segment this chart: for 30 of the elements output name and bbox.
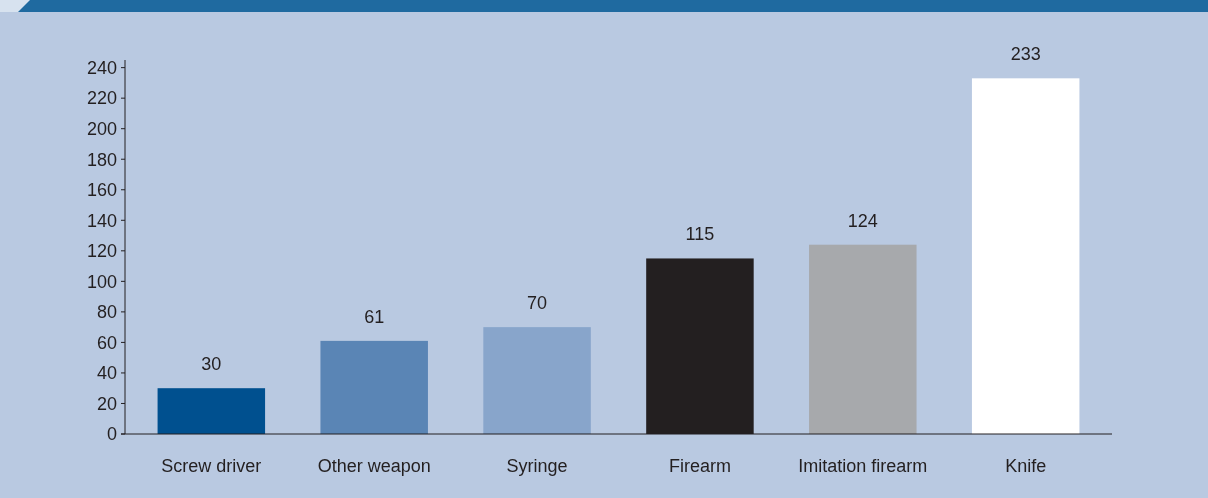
data-label: 115 [685, 224, 715, 245]
x-tick-label: Screw driver [161, 456, 262, 476]
y-tick-label: 160 [86, 180, 117, 201]
y-tick-label: 180 [86, 149, 117, 170]
x-tick-label: Imitation firearm [798, 456, 928, 476]
y-tick-label: 140 [86, 210, 117, 231]
y-tick-label: 60 [96, 332, 117, 353]
y-tick-label: 240 [86, 57, 117, 78]
y-tick-label: 220 [86, 88, 117, 109]
data-label: 124 [847, 210, 878, 231]
y-tick-label: 20 [96, 393, 117, 414]
bar [971, 78, 1080, 434]
x-tick-label: Other weapon [317, 456, 431, 476]
bar [157, 388, 266, 434]
bar [809, 244, 917, 434]
bar [483, 327, 591, 434]
x-tick-label: Firearm [668, 456, 731, 476]
data-label: 61 [364, 306, 385, 327]
y-tick-label: 0 [106, 424, 117, 445]
x-tick-label: Knife [1005, 456, 1047, 476]
y-tick-label: 40 [96, 363, 117, 384]
y-tick-label: 100 [86, 271, 117, 292]
x-tick-label: Syringe [506, 456, 568, 476]
data-label: 233 [1010, 44, 1041, 65]
y-tick-label: 80 [96, 302, 117, 323]
y-tick-label: 200 [86, 118, 117, 139]
data-label: 70 [527, 293, 548, 314]
y-tick-label: 120 [86, 241, 117, 262]
bar [320, 340, 428, 434]
data-label: 30 [201, 354, 222, 375]
